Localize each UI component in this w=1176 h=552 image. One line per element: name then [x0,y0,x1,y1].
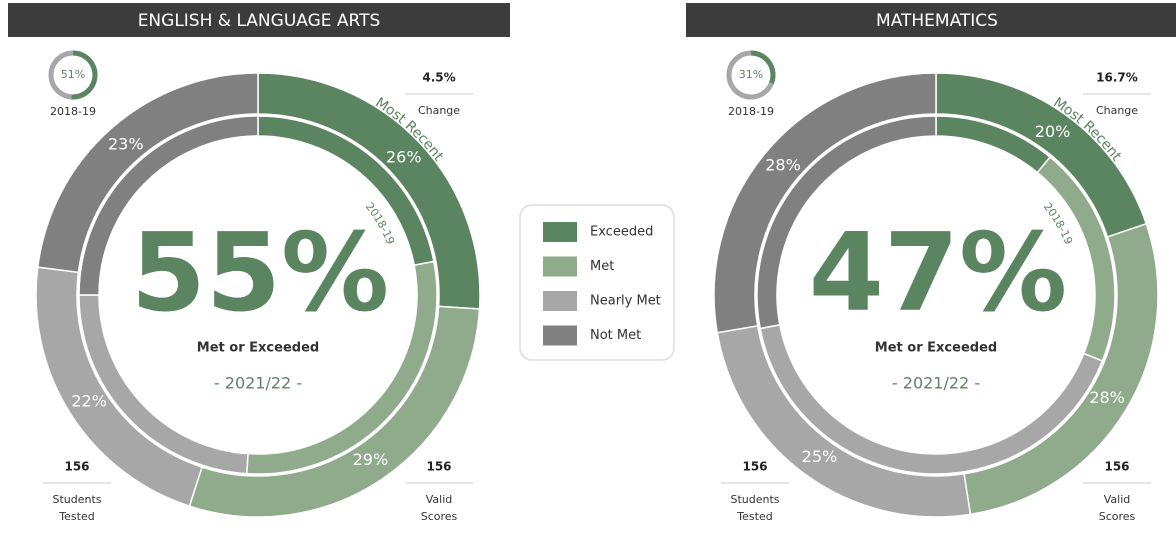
recent-segment [36,72,259,274]
center-value: 55% [131,211,390,336]
panel-header [686,3,1176,37]
panel-header [8,3,510,37]
students-label: Students [730,493,779,506]
change-label: Change [418,104,460,117]
center-label: Met or Exceeded [197,341,319,356]
year-label: - 2021/22 - [214,374,302,393]
segment-label: 29% [353,450,389,469]
prior-arc [751,50,776,85]
panel-title: MATHEMATICS [876,11,998,31]
students-label: Students [52,493,101,506]
legend-label: Met [590,259,614,274]
valid-value: 156 [426,460,451,474]
valid-label: Valid [426,493,453,506]
prior-year: 2018-19 [50,105,96,118]
valid-label: Scores [421,510,458,523]
prior-segment [78,115,259,296]
change-value: 4.5% [422,71,455,85]
recent-segment [713,72,937,334]
valid-value: 156 [1104,460,1129,474]
segment-label: 20% [1035,122,1071,141]
students-label: Tested [58,510,94,523]
valid-label: Scores [1099,510,1136,523]
prior-value: 31% [739,68,763,81]
center-label: Met or Exceeded [875,341,997,356]
legend-swatch [543,291,577,311]
prior-year: 2018-19 [728,105,774,118]
students-value: 156 [742,460,767,474]
students-label: Tested [736,510,772,523]
valid-label: Valid [1104,493,1131,506]
prior-arc [71,50,98,100]
year-label: - 2021/22 - [892,374,980,393]
segment-label: 23% [108,134,144,153]
segment-label: 25% [802,447,838,466]
segment-label: 26% [386,148,422,167]
legend-label: Nearly Met [590,294,661,309]
prior-value: 51% [61,68,85,81]
recent-segment [188,305,481,518]
change-value: 16.7% [1096,71,1138,85]
segment-label: 28% [1089,388,1125,407]
legend-label: Exceeded [590,225,653,240]
segment-label: 28% [765,156,801,175]
students-value: 156 [64,460,89,474]
legend-swatch [543,256,577,277]
panel-title: ENGLISH & LANGUAGE ARTS [138,11,381,31]
center-value: 47% [809,211,1068,336]
prior-segment [756,115,937,330]
change-label: Change [1096,104,1138,117]
segment-label: 22% [71,392,107,411]
legend-swatch [543,325,577,346]
legend-box [519,204,675,361]
legend-swatch [543,222,577,242]
legend-label: Not Met [590,328,641,343]
